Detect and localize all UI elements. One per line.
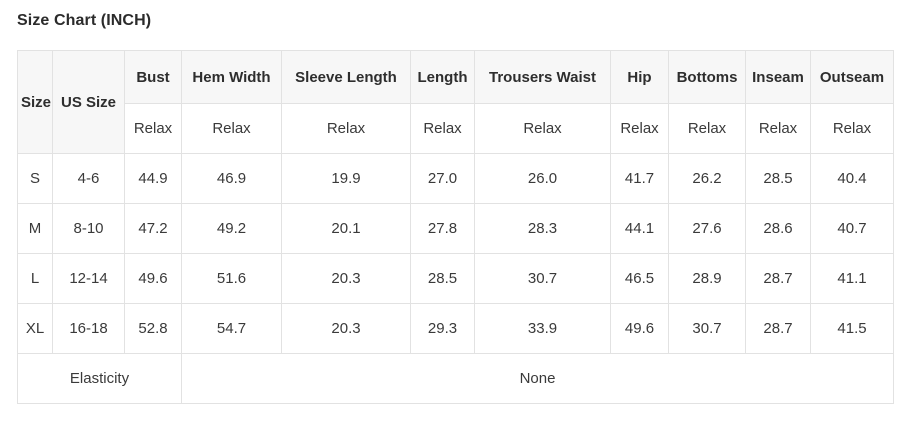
header-trousers-waist: Trousers Waist	[474, 50, 611, 104]
cell-us-size: 8-10	[52, 203, 125, 254]
cell-outseam: 41.5	[810, 303, 894, 354]
cell-outseam: 40.7	[810, 203, 894, 254]
cell-sleeve-length: 20.3	[281, 303, 411, 354]
cell-bottoms: 30.7	[668, 303, 746, 354]
elasticity-value: None	[181, 353, 894, 404]
cell-inseam: 28.7	[745, 253, 811, 304]
size-chart-table-wrapper: Size US Size Bust Hem Width Sleeve Lengt…	[17, 50, 894, 404]
cell-hip: 46.5	[610, 253, 669, 304]
fit-hip: Relax	[610, 103, 669, 154]
cell-size: S	[17, 153, 53, 204]
cell-size: L	[17, 253, 53, 304]
size-chart-table: Size US Size Bust Hem Width Sleeve Lengt…	[17, 50, 894, 404]
fit-bottoms: Relax	[668, 103, 746, 154]
header-row-measurements: Size US Size Bust Hem Width Sleeve Lengt…	[17, 50, 894, 154]
cell-hem-width: 51.6	[181, 253, 282, 304]
header-hem-width: Hem Width	[181, 50, 282, 104]
cell-inseam: 28.5	[745, 153, 811, 204]
cell-hem-width: 54.7	[181, 303, 282, 354]
header-outseam: Outseam	[810, 50, 894, 104]
cell-bottoms: 28.9	[668, 253, 746, 304]
header-size-label: Size	[17, 50, 53, 154]
page-title: Size Chart (INCH)	[17, 12, 152, 29]
fit-hem-width: Relax	[181, 103, 282, 154]
cell-inseam: 28.6	[745, 203, 811, 254]
cell-hem-width: 46.9	[181, 153, 282, 204]
cell-outseam: 41.1	[810, 253, 894, 304]
header-length: Length	[410, 50, 475, 104]
cell-length: 29.3	[410, 303, 475, 354]
header-bust: Bust	[124, 50, 182, 104]
cell-sleeve-length: 20.1	[281, 203, 411, 254]
cell-bottoms: 26.2	[668, 153, 746, 204]
fit-outseam: Relax	[810, 103, 894, 154]
header-sleeve-length: Sleeve Length	[281, 50, 411, 104]
cell-trousers-waist: 26.0	[474, 153, 611, 204]
fit-inseam: Relax	[745, 103, 811, 154]
cell-length: 27.0	[410, 153, 475, 204]
table-body: S 4-6 44.9 46.9 19.9 27.0 26.0 41.7 26.2…	[17, 153, 894, 404]
cell-size: M	[17, 203, 53, 254]
table-header: Size US Size Bust Hem Width Sleeve Lengt…	[17, 50, 894, 154]
cell-trousers-waist: 28.3	[474, 203, 611, 254]
cell-hem-width: 49.2	[181, 203, 282, 254]
cell-length: 28.5	[410, 253, 475, 304]
header-hip: Hip	[610, 50, 669, 104]
fit-length: Relax	[410, 103, 475, 154]
header-bottoms: Bottoms	[668, 50, 746, 104]
table-row: L 12-14 49.6 51.6 20.3 28.5 30.7 46.5 28…	[17, 253, 894, 304]
fit-bust: Relax	[124, 103, 182, 154]
cell-hip: 41.7	[610, 153, 669, 204]
cell-bust: 47.2	[124, 203, 182, 254]
cell-length: 27.8	[410, 203, 475, 254]
table-row: S 4-6 44.9 46.9 19.9 27.0 26.0 41.7 26.2…	[17, 153, 894, 204]
cell-trousers-waist: 30.7	[474, 253, 611, 304]
header-row-fit: Relax Relax Relax Relax Relax Relax Rela…	[18, 103, 894, 154]
table-row: M 8-10 47.2 49.2 20.1 27.8 28.3 44.1 27.…	[17, 203, 894, 254]
cell-hip: 49.6	[610, 303, 669, 354]
fit-trousers-waist: Relax	[474, 103, 611, 154]
cell-size: XL	[17, 303, 53, 354]
cell-inseam: 28.7	[745, 303, 811, 354]
cell-sleeve-length: 20.3	[281, 253, 411, 304]
cell-bottoms: 27.6	[668, 203, 746, 254]
header-inseam: Inseam	[745, 50, 811, 104]
cell-us-size: 4-6	[52, 153, 125, 204]
cell-bust: 52.8	[124, 303, 182, 354]
cell-sleeve-length: 19.9	[281, 153, 411, 204]
cell-bust: 44.9	[124, 153, 182, 204]
cell-hip: 44.1	[610, 203, 669, 254]
cell-us-size: 12-14	[52, 253, 125, 304]
cell-bust: 49.6	[124, 253, 182, 304]
table-row: XL 16-18 52.8 54.7 20.3 29.3 33.9 49.6 3…	[17, 303, 894, 354]
header-us-size-label: US Size	[52, 50, 125, 154]
fit-sleeve-length: Relax	[281, 103, 411, 154]
elasticity-row: Elasticity None	[17, 353, 894, 404]
cell-trousers-waist: 33.9	[474, 303, 611, 354]
cell-outseam: 40.4	[810, 153, 894, 204]
cell-us-size: 16-18	[52, 303, 125, 354]
elasticity-label: Elasticity	[17, 353, 182, 404]
